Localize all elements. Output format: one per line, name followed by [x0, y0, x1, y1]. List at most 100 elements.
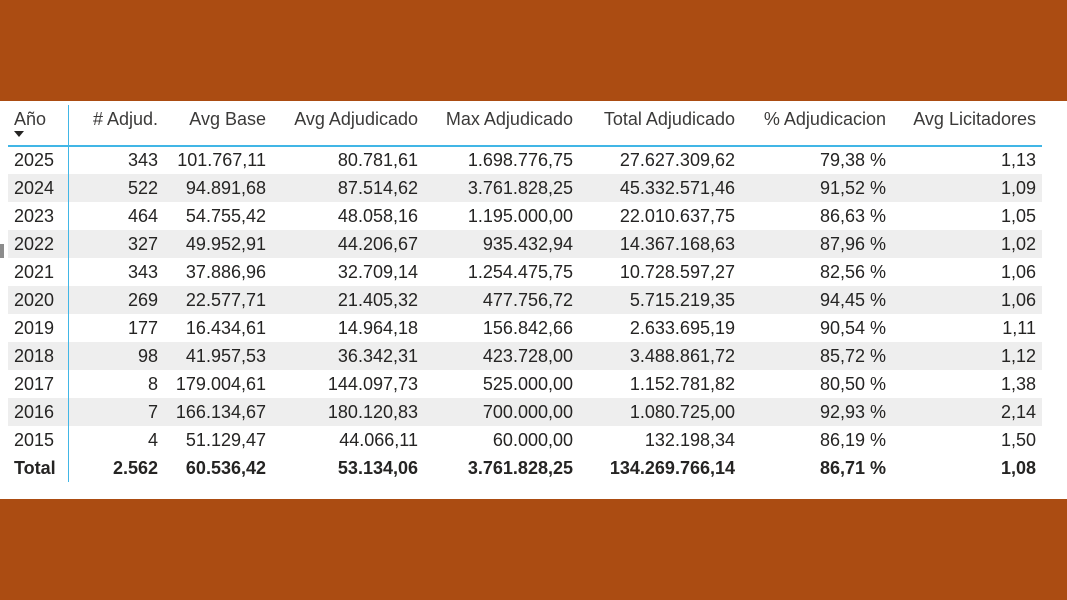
table-cell: 87,96 % [741, 230, 892, 258]
table-cell: 1.254.475,75 [467, 261, 573, 282]
table-row[interactable]: 2016 7 166.134,67 180.120,83 700.000,00 1.080… [8, 398, 1042, 426]
table-cell: 180.120,83 [272, 398, 424, 426]
table-cell: 525.000,00 [482, 373, 573, 394]
table-cell: 1,02 [892, 230, 1042, 258]
table-cell: 32.709,14 [337, 261, 418, 282]
column-header-avg-base[interactable]: Avg Base [164, 105, 272, 147]
column-header-label: Año [14, 109, 47, 129]
table-row[interactable]: 2017 8 179.004,61 144.097,73 525.000,00 1.152… [8, 370, 1042, 398]
data-table: Año # Adjud. Avg Base Avg Adjudicado Max… [8, 105, 1042, 482]
row-year-cell: 2018 [8, 342, 69, 370]
table-cell: 7 [68, 398, 164, 426]
table-row[interactable]: 2023 464 54.755,42 48.058,16 1.195.000,00 22.… [8, 202, 1042, 230]
table-cell: 166.134,67 [164, 398, 272, 426]
total-row: Total 2.562 60.536,42 53.134,06 3.761.82… [8, 454, 1042, 482]
table-cell: 45.332.571,46 [579, 174, 741, 202]
table-cell: 1.195.000,00 [467, 205, 573, 226]
table-cell: 5.715.219,35 [579, 286, 741, 314]
table-cell: 2,14 [892, 398, 1042, 426]
table-cell: 1,50 [1000, 429, 1036, 450]
table-cell: 423.728,00 [424, 342, 579, 370]
scroll-edge-indicator [0, 244, 4, 258]
table-cell: 2.633.695,19 [629, 317, 735, 338]
table-cell: 79,38 % [819, 150, 886, 170]
table-cell: 41.957,53 [164, 342, 272, 370]
table-cell: 327 [68, 230, 164, 258]
row-year-cell: 2023 [8, 202, 69, 230]
total-cell: 3.761.828,25 [467, 457, 573, 478]
table-cell: 144.097,73 [327, 373, 418, 394]
table-cell: 82,56 % [819, 261, 886, 282]
table-cell: 477.756,72 [424, 286, 579, 314]
table-cell: 343 [127, 261, 158, 282]
table-cell: 60.000,00 [492, 429, 573, 450]
table-cell: 51.129,47 [185, 429, 266, 450]
table-row[interactable]: 2018 98 41.957,53 36.342,31 423.728,00 3.488.… [8, 342, 1042, 370]
table-cell: 14.964,18 [337, 317, 418, 338]
table-cell: 21.405,32 [272, 286, 424, 314]
table-cell: 1.698.776,75 [467, 150, 573, 170]
column-header-pct-adjudicacion[interactable]: % Adjudicacion [741, 105, 892, 147]
row-year-cell: 2024 [8, 174, 69, 202]
total-cell: 53.134,06 [337, 457, 418, 478]
column-header-ano[interactable]: Año [8, 105, 69, 147]
total-cell: 2.562 [112, 457, 158, 478]
total-cell: 60.536,42 [185, 457, 266, 478]
table-cell: 132.198,34 [644, 429, 735, 450]
table-cell: 94,45 % [741, 286, 892, 314]
table-cell: 8 [147, 373, 158, 394]
table-row[interactable]: 2021 343 37.886,96 32.709,14 1.254.475,75 10.… [8, 258, 1042, 286]
table-cell: 177 [127, 317, 158, 338]
total-cell: Total [8, 454, 69, 482]
table-cell: 85,72 % [741, 342, 892, 370]
table-cell: 16.434,61 [185, 317, 266, 338]
row-year-cell: 2020 [8, 286, 69, 314]
table-cell: 3.488.861,72 [579, 342, 741, 370]
table-cell: 48.058,16 [337, 205, 418, 226]
row-year-cell: 2022 [8, 230, 69, 258]
table-cell: 10.728.597,27 [619, 261, 735, 282]
table-cell: 37.886,96 [185, 261, 266, 282]
sort-descending-icon[interactable] [14, 131, 24, 137]
table-cell: 935.432,94 [424, 230, 579, 258]
column-header-avg-licitadores[interactable]: Avg Licitadores [892, 105, 1042, 147]
table-cell: 1,06 [1000, 261, 1036, 282]
table-cell: 464 [127, 205, 158, 226]
total-cell: 86,71 % [819, 457, 886, 478]
table-cell: 156.842,66 [482, 317, 573, 338]
table-row[interactable]: 2024 522 94.891,68 87.514,62 3.761.828,25 45.… [8, 174, 1042, 202]
table-row[interactable]: 2020 269 22.577,71 21.405,32 477.756,72 5.715… [8, 286, 1042, 314]
table-row[interactable]: 2025 343 101.767,11 80.781,61 1.698.776,75 27… [8, 146, 1042, 174]
table-cell: 22.010.637,75 [619, 205, 735, 226]
column-header-avg-adjudicado[interactable]: Avg Adjudicado [272, 105, 424, 147]
table-row[interactable]: 2022 327 49.952,91 44.206,67 935.432,94 14.36… [8, 230, 1042, 258]
header-row: Año # Adjud. Avg Base Avg Adjudicado Max… [8, 105, 1042, 147]
table-cell: 1,05 [1000, 205, 1036, 226]
table-cell: 90,54 % [819, 317, 886, 338]
table-cell: 54.755,42 [185, 205, 266, 226]
row-year-cell: 2021 [8, 258, 69, 286]
table-cell: 343 [127, 150, 158, 170]
row-year-cell: 2015 [8, 426, 69, 454]
total-cell: 1,08 [1000, 457, 1036, 478]
table-cell: 101.767,11 [177, 150, 266, 170]
table-cell: 44.206,67 [272, 230, 424, 258]
table-row[interactable]: 2015 4 51.129,47 44.066,11 60.000,00 132.198,… [8, 426, 1042, 454]
table-cell: 27.627.309,62 [619, 150, 735, 170]
table-cell: 269 [68, 286, 164, 314]
table-cell: 36.342,31 [272, 342, 424, 370]
table-cell: 1,38 [1000, 373, 1036, 394]
row-year-cell: 2019 [8, 314, 69, 342]
table-cell: 1,06 [892, 286, 1042, 314]
table-cell: 1,11 [1002, 317, 1036, 338]
column-header-adjud[interactable]: # Adjud. [68, 105, 164, 147]
table-cell: 87.514,62 [272, 174, 424, 202]
table-cell: 522 [68, 174, 164, 202]
table-row[interactable]: 2019 177 16.434,61 14.964,18 156.842,66 2.633… [8, 314, 1042, 342]
table-cell: 86,19 % [819, 429, 886, 450]
column-header-total-adjudicado[interactable]: Total Adjudicado [579, 105, 741, 147]
table-cell: 179.004,61 [175, 373, 266, 394]
column-header-max-adjudicado[interactable]: Max Adjudicado [424, 105, 579, 147]
table-cell: 22.577,71 [164, 286, 272, 314]
table-cell: 1,09 [892, 174, 1042, 202]
